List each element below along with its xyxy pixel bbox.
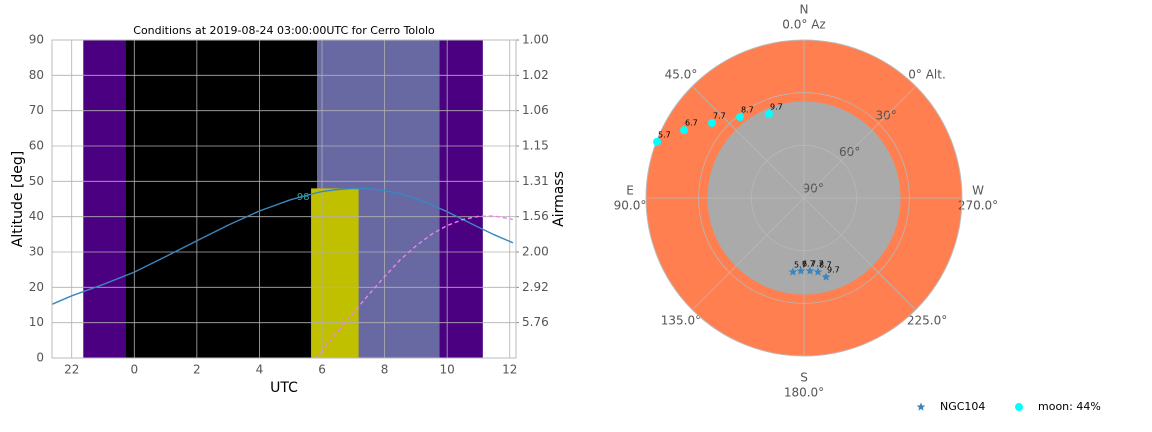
theta-tick-label: S (800, 371, 808, 385)
y2-axis-label: Airmass (551, 171, 567, 227)
y-tick-label: 10 (29, 315, 44, 329)
spoke (803, 197, 917, 311)
legend-marker (916, 402, 926, 411)
time-label: 6.7 (802, 259, 815, 268)
theta-tick-label: 225.0° (907, 314, 947, 328)
y2-tick-label: 2.92 (522, 280, 549, 294)
y-tick-label: 40 (29, 209, 44, 223)
twilight-band (125, 40, 318, 358)
series-line (315, 215, 514, 359)
legend-marker (1015, 403, 1023, 411)
circle-marker (680, 126, 689, 135)
time-label: 5.7 (794, 260, 807, 269)
x-tick-label: 22 (64, 363, 79, 377)
circle-marker (708, 118, 717, 127)
x-axis-label: UTC (270, 380, 298, 396)
theta-tick-label: 0° Alt. (908, 67, 946, 81)
star-marker (813, 267, 823, 276)
y2-tick-label: 1.56 (522, 209, 549, 223)
star-marker (796, 266, 806, 275)
time-label: 7.7 (811, 259, 824, 268)
y-tick-label: 70 (29, 103, 44, 117)
x-tick-label: 2 (193, 363, 201, 377)
observing-window (311, 188, 359, 358)
theta-tick-sublabel: 270.0° (958, 199, 998, 213)
twilight-band (439, 40, 483, 358)
time-label: 9.7 (770, 103, 783, 112)
twilight-band (83, 40, 126, 358)
annotation: 98 (297, 192, 310, 203)
x-tick-label: 6 (318, 363, 326, 377)
y-tick-label: 60 (29, 139, 44, 153)
y-tick-label: 80 (29, 68, 44, 82)
star-marker (805, 266, 815, 275)
polar-frame (645, 39, 963, 357)
y2-tick-label: 5.76 (522, 315, 549, 329)
theta-tick-label: W (972, 184, 984, 198)
y-tick-label: 20 (29, 280, 44, 294)
time-label: 5.7 (658, 130, 671, 139)
y2-tick-label: 1.31 (522, 174, 549, 188)
spoke (691, 197, 805, 311)
series-line (51, 187, 514, 305)
theta-tick-sublabel: 90.0° (614, 199, 647, 213)
time-label: 8.7 (741, 105, 754, 114)
x-tick-label: 12 (502, 363, 517, 377)
time-label: 6.7 (685, 119, 698, 128)
y2-tick-label: 1.02 (522, 68, 549, 82)
spoke (803, 85, 917, 199)
x-tick-label: 4 (256, 363, 264, 377)
y2-tick-label: 1.00 (522, 33, 549, 47)
plot-frame (51, 39, 517, 359)
legend-label: NGC104 (940, 400, 985, 413)
y2-tick-label: 2.00 (522, 245, 549, 259)
theta-tick-label: E (626, 184, 634, 198)
x-tick-label: 0 (130, 363, 138, 377)
circle-marker (736, 112, 745, 121)
legend-label: moon: 44% (1038, 400, 1101, 413)
star-marker (821, 272, 831, 281)
time-label: 8.7 (819, 261, 832, 270)
y-axis-label: Altitude [deg] (10, 151, 26, 247)
theta-tick-label: N (800, 3, 809, 17)
theta-tick-sublabel: 180.0° (784, 386, 824, 400)
time-label: 7.7 (713, 111, 726, 120)
y-tick-label: 50 (29, 174, 44, 188)
y-tick-label: 90 (29, 33, 44, 47)
theta-tick-sublabel: 0.0° Az (782, 18, 825, 32)
y2-tick-label: 1.15 (522, 139, 549, 153)
circle-marker (765, 110, 774, 119)
y-tick-label: 30 (29, 245, 44, 259)
y2-tick-label: 1.06 (522, 103, 549, 117)
theta-tick-label: 135.0° (661, 314, 701, 328)
spoke (691, 85, 805, 199)
time-label: 9.7 (827, 265, 840, 274)
star-marker (788, 267, 798, 276)
x-tick-label: 10 (440, 363, 455, 377)
x-tick-label: 8 (381, 363, 389, 377)
circle-marker (653, 137, 662, 146)
y-tick-label: 0 (36, 351, 44, 365)
theta-tick-label: 45.0° (665, 67, 698, 81)
chart-title: Conditions at 2019-08-24 03:00:00UTC for… (133, 24, 435, 37)
